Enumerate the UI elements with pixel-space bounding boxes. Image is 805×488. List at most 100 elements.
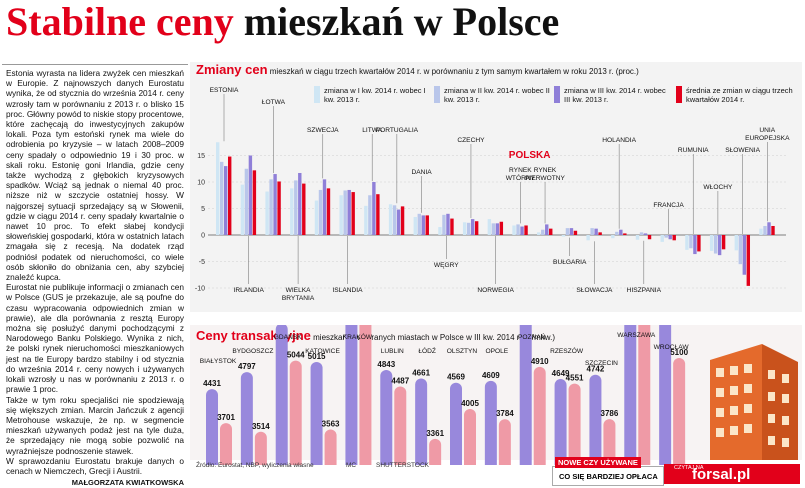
chart1-bar: [450, 218, 454, 235]
chart1-bar: [396, 209, 401, 235]
chart1-bar: [685, 235, 689, 250]
chart1-bar: [759, 228, 763, 235]
chart1-bar: [269, 179, 273, 235]
chart1-bar: [495, 223, 500, 235]
chart1-bar: [487, 219, 492, 235]
chart2-bar: [415, 378, 428, 465]
chart2-value-label: 5044: [287, 351, 305, 360]
legend-swatch-avg: [676, 86, 682, 103]
chart1-category-label: UNIA: [759, 127, 775, 134]
chart1-bar: [734, 235, 739, 251]
article-paragraph: W sprawozdaniu Eurostatu brakuje danych …: [6, 455, 184, 476]
chart2-bar: [659, 325, 672, 465]
promo-line2[interactable]: CO SIĘ BARDZIEJ OPŁACA: [559, 472, 658, 481]
brand-name[interactable]: forsal.pl: [692, 466, 751, 483]
chart1-category-label: PIERWOTNY: [525, 175, 565, 182]
chart2-bar: [240, 372, 253, 465]
chart2-category-label: WROCŁAW: [654, 344, 690, 351]
quote-box-line: [2, 48, 188, 65]
chart1-bar: [615, 231, 619, 235]
chart1-bar: [351, 192, 355, 235]
chart1-category-label: WŁOCHY: [703, 184, 733, 191]
article-paragraph: Także w tym roku specjaliści nie spodzie…: [6, 394, 184, 456]
brand-box[interactable]: CZYTAJ NA forsal.pl: [664, 464, 800, 484]
chart1-title-rest: mieszkań w ciągu trzech kwartałów 2014 r…: [269, 67, 614, 76]
chart1-category-label: SŁOWACJA: [576, 287, 613, 294]
chart2-value-label: 3361: [426, 429, 444, 438]
chart2-bar: [533, 366, 546, 465]
chart1-bar: [290, 188, 294, 235]
chart1-category-label: CZECHY: [457, 137, 485, 144]
chart1-category-label: EUROPEJSKA: [745, 135, 790, 142]
chart2-category-label: ŁÓDŹ: [418, 346, 436, 355]
chart1-title: Zmiany cen mieszkań w ciągu trzech kwart…: [196, 62, 639, 77]
chart2-bar: [275, 325, 288, 465]
chart2-bar: [359, 325, 372, 465]
chart1-bar: [248, 155, 253, 235]
chart1-y-tick-label: -5: [199, 259, 205, 266]
chart1-bar: [639, 232, 644, 235]
promo-box[interactable]: NOWE CZY UŻYWANE CO SIĘ BARDZIEJ OPŁACA: [552, 457, 664, 486]
chart1-title-unit: (proc.): [615, 67, 639, 76]
chart1-bar: [273, 174, 277, 235]
chart2-bar: [568, 383, 581, 465]
chart1-bar: [421, 215, 425, 235]
chart2-value-label: 4649: [552, 369, 570, 378]
chart1-bar: [417, 213, 421, 235]
chart2-value-label: 4742: [587, 365, 605, 374]
chart1-bar: [216, 142, 220, 235]
chart1-bar: [565, 228, 570, 235]
promo-line1[interactable]: NOWE CZY UŻYWANE: [555, 457, 641, 468]
chart1-category-label: ISLANDIA: [332, 287, 363, 294]
chart2-bar: [498, 419, 511, 465]
chart1-bar: [466, 222, 471, 235]
chart2-value-label: 3784: [496, 409, 514, 418]
chart1-bar: [240, 184, 245, 235]
chart1-bar: [294, 180, 298, 235]
chart1-panel: [190, 62, 802, 312]
chart1-bar: [537, 232, 541, 235]
chart2-value-label: 3563: [322, 420, 340, 429]
chart1-bar: [474, 221, 479, 235]
chart2-value-label: 4487: [391, 377, 409, 386]
chart1-bar: [220, 161, 224, 235]
chart1-bar: [326, 188, 331, 235]
chart2-category-label: RZESZÓW: [550, 346, 584, 355]
chart1-bar: [713, 235, 718, 254]
chart2-category-label: BIAŁYSTOK: [200, 358, 237, 365]
chart2-title-rest: mieszkań w wybranych miastach w Polsce w…: [313, 333, 522, 342]
chart1-bar: [541, 229, 545, 235]
chart2-value-label: 4005: [461, 399, 479, 408]
chart1-y-tick-label: 15: [197, 153, 205, 160]
chart2-bar: [464, 408, 476, 465]
chart1-category-label: NORWEGIA: [477, 287, 514, 294]
chart1-category-label: LITWA: [362, 127, 383, 134]
chart1-y-tick-label: -10: [195, 286, 205, 293]
chart2-value-label: 4431: [203, 379, 221, 388]
chart1-category-label: WIELKA: [286, 287, 312, 294]
chart2-value-label: 5015: [308, 352, 326, 361]
chart1-bar: [372, 182, 376, 235]
chart1-bar: [573, 230, 578, 235]
chart1-bar: [738, 235, 743, 265]
chart1-bar: [491, 223, 496, 235]
chart1-bar: [318, 189, 323, 235]
chart2-value-label: 4797: [238, 362, 256, 371]
chart1-category-label: IRLANDIA: [233, 287, 264, 294]
source-note: Źródło: Eurostat, NBP, wyliczenia własne: [196, 462, 314, 469]
chart1-bar: [664, 235, 668, 238]
chart1-bar: [742, 235, 747, 275]
chart1-bar: [400, 206, 405, 235]
chart1-bar: [767, 222, 771, 235]
chart1-bar: [265, 191, 269, 235]
legend-label-q3: zmiana w III kw. 2014 r. wobec III kw. 2…: [564, 86, 666, 104]
legend-swatch-q2: [434, 86, 440, 103]
chart1-category-label: SŁOWENIA: [725, 147, 760, 154]
chart1-y-tick-label: 10: [197, 180, 205, 187]
chart2-bar: [324, 429, 337, 465]
chart1-bar: [499, 221, 504, 235]
chart2-bar: [220, 423, 232, 465]
chart1-bar: [413, 216, 417, 235]
chart1-category-label: RYNEK: [534, 167, 557, 174]
chart1-bar: [746, 235, 751, 286]
